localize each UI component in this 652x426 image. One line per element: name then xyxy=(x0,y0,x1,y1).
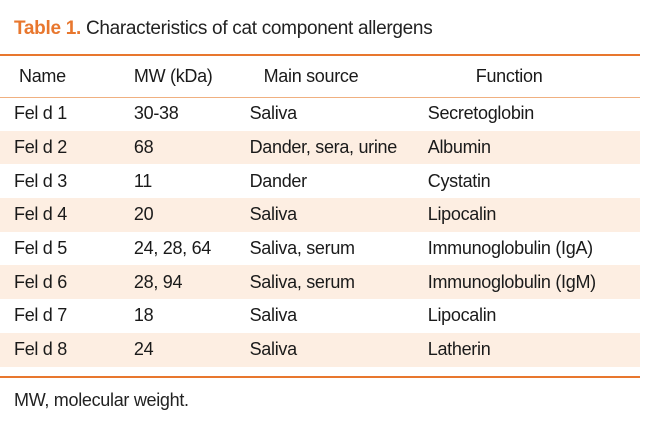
table-row: Fel d 4 20 Saliva Lipocalin xyxy=(0,198,640,232)
header-function: Function xyxy=(475,66,543,86)
cell-main-source: Saliva xyxy=(249,339,298,360)
cell-name: Fel d 1 xyxy=(14,103,67,124)
cell-main-source: Dander, sera, urine xyxy=(249,137,398,158)
cell-mw: 11 xyxy=(133,170,153,191)
cell-function: Secretoglobin xyxy=(427,103,534,124)
cell-mw: 24, 28, 64 xyxy=(133,238,211,259)
cell-mw: 18 xyxy=(133,305,154,326)
table-row: Fel d 5 24, 28, 64 Saliva, serum Immunog… xyxy=(0,232,640,266)
cell-function: Cystatin xyxy=(427,170,491,191)
table-row: Fel d 1 30-38 Saliva Secretoglobin xyxy=(0,97,640,131)
cell-function: Lipocalin xyxy=(427,204,497,225)
cell-main-source: Saliva xyxy=(249,103,298,124)
table-caption: Table 1. Characteristics of cat componen… xyxy=(14,18,433,40)
cell-mw: 20 xyxy=(133,204,154,225)
cell-name: Fel d 8 xyxy=(14,339,67,360)
header-main-source: Main source xyxy=(263,66,359,86)
cell-mw: 24 xyxy=(133,339,154,360)
cell-main-source: Dander xyxy=(249,170,308,191)
allergen-table: Name MW (kDa) Main source Function Fel d… xyxy=(0,56,640,367)
cell-name: Fel d 6 xyxy=(14,271,67,292)
table-footnote: MW, molecular weight. xyxy=(14,390,189,410)
cell-mw: 30-38 xyxy=(133,103,179,124)
table-bottom-rule xyxy=(0,376,640,378)
cell-main-source: Saliva xyxy=(249,305,298,326)
cell-function: Lipocalin xyxy=(427,305,497,326)
table-top-rule xyxy=(0,54,640,56)
table-header-row: Name MW (kDa) Main source Function xyxy=(0,56,640,97)
cell-function: Immunoglobulin (IgM) xyxy=(427,271,596,292)
header-mw: MW (kDa) xyxy=(133,66,213,86)
cell-name: Fel d 3 xyxy=(14,170,67,191)
cell-name: Fel d 5 xyxy=(14,238,67,259)
cell-main-source: Saliva, serum xyxy=(249,271,355,292)
cell-name: Fel d 7 xyxy=(14,305,67,326)
cell-name: Fel d 2 xyxy=(14,137,67,158)
table-row: Fel d 6 28, 94 Saliva, serum Immunoglobu… xyxy=(0,265,640,300)
cell-main-source: Saliva xyxy=(249,204,298,225)
cell-mw: 28, 94 xyxy=(133,271,183,292)
header-name: Name xyxy=(19,66,66,86)
table-caption-label: Table 1. xyxy=(14,18,81,39)
header-divider-rule xyxy=(0,97,640,98)
table-caption-text: Characteristics of cat component allerge… xyxy=(85,18,433,39)
cell-mw: 68 xyxy=(133,137,154,158)
cell-function: Albumin xyxy=(427,137,491,158)
table-row: Fel d 3 11 Dander Cystatin xyxy=(0,164,640,198)
table-row: Fel d 2 68 Dander, sera, urine Albumin xyxy=(0,130,640,165)
cell-function: Latherin xyxy=(427,339,491,360)
table-row: Fel d 7 18 Saliva Lipocalin xyxy=(0,299,640,333)
cell-function: Immunoglobulin (IgA) xyxy=(427,238,593,259)
cell-name: Fel d 4 xyxy=(14,204,67,225)
cell-main-source: Saliva, serum xyxy=(249,238,355,259)
table-row: Fel d 8 24 Saliva Latherin xyxy=(0,332,640,367)
